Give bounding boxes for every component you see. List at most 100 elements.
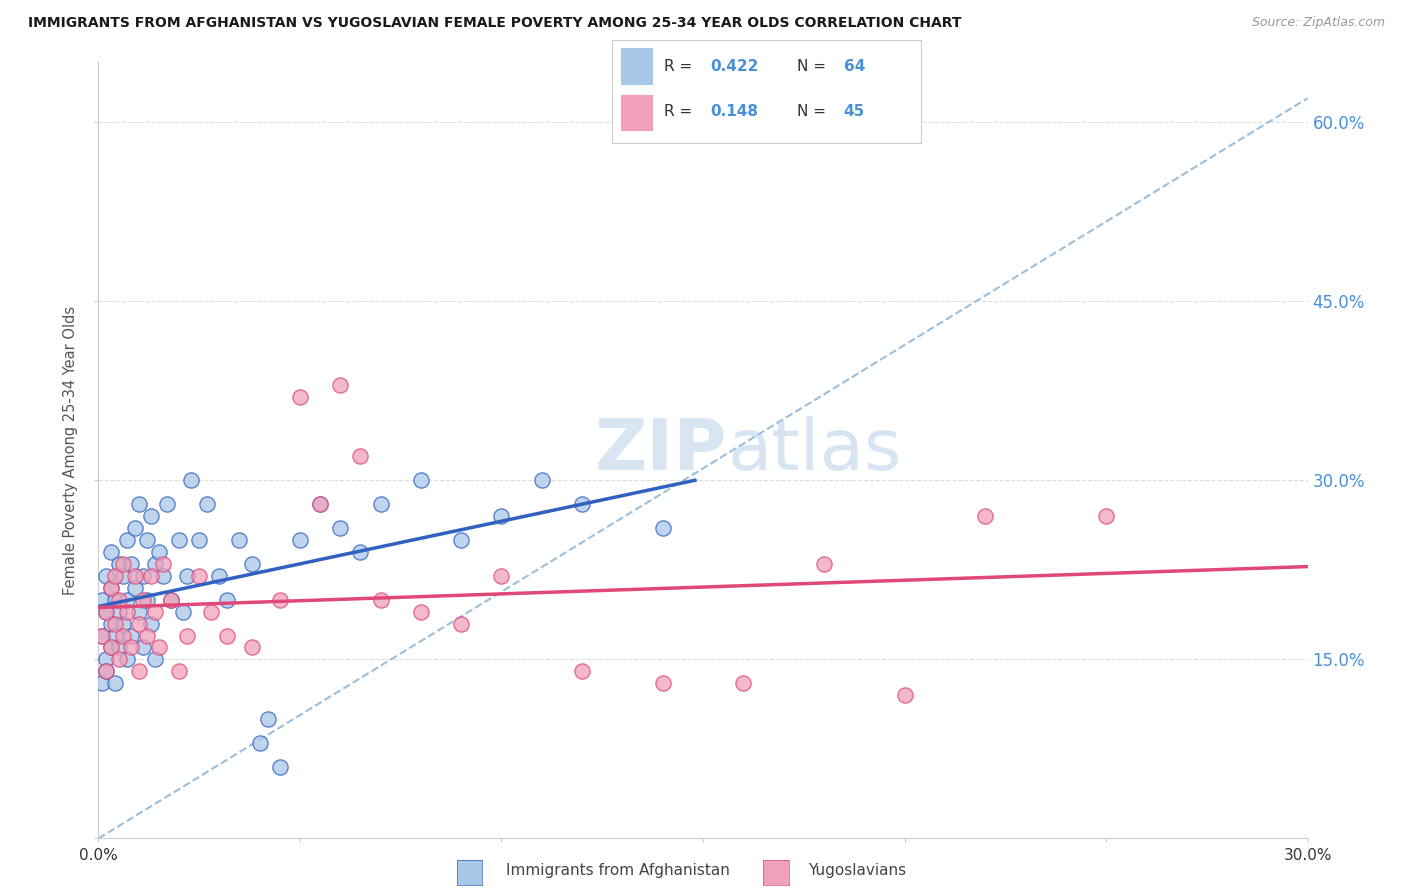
Text: Immigrants from Afghanistan: Immigrants from Afghanistan [506, 863, 730, 878]
Point [309, 497, 332, 511]
Point [96, 665, 118, 679]
Point [120, 557, 142, 571]
Point [100, 640, 122, 655]
Point [370, 592, 392, 607]
Point [107, 640, 129, 655]
Point [228, 533, 250, 547]
Point [167, 665, 190, 679]
Point [111, 557, 134, 571]
Point [491, 569, 513, 583]
Point [180, 473, 202, 487]
Text: IMMIGRANTS FROM AFGHANISTAN VS YUGOSLAVIAN FEMALE POVERTY AMONG 25-34 YEAR OLDS : IMMIGRANTS FROM AFGHANISTAN VS YUGOSLAVI… [28, 16, 962, 30]
Point [148, 640, 170, 655]
Point [128, 605, 150, 619]
Text: 0.148: 0.148 [710, 104, 759, 120]
Point [249, 736, 271, 750]
Point [115, 652, 138, 666]
Point [139, 569, 162, 583]
Point [128, 616, 150, 631]
Text: ZIP: ZIP [595, 416, 727, 485]
Point [132, 569, 155, 583]
Text: R =: R = [664, 104, 692, 120]
Point [143, 652, 166, 666]
Point [103, 616, 125, 631]
Point [128, 497, 150, 511]
Point [240, 557, 263, 571]
Point [188, 533, 211, 547]
Point [107, 605, 129, 619]
Y-axis label: Female Poverty Among 25-34 Year Olds: Female Poverty Among 25-34 Year Olds [63, 306, 79, 595]
Point [100, 581, 122, 595]
Point [100, 545, 122, 559]
Text: atlas: atlas [727, 416, 901, 485]
Point [167, 533, 190, 547]
Text: R =: R = [664, 59, 692, 74]
Point [96, 569, 118, 583]
Text: Source: ZipAtlas.com: Source: ZipAtlas.com [1251, 16, 1385, 29]
Point [143, 557, 166, 571]
Point [120, 640, 142, 655]
Point [91, 628, 114, 642]
Text: Yugoslavians: Yugoslavians [808, 863, 907, 878]
Point [96, 605, 118, 619]
Point [370, 497, 392, 511]
Point [152, 557, 174, 571]
Point [893, 688, 915, 702]
Point [160, 592, 183, 607]
Point [269, 760, 291, 774]
Point [450, 533, 472, 547]
Text: 0.422: 0.422 [710, 59, 759, 74]
Point [103, 569, 125, 583]
Point [651, 521, 673, 535]
Point [156, 497, 179, 511]
Point [91, 628, 114, 642]
Point [100, 581, 122, 595]
Point [135, 533, 157, 547]
Point [107, 592, 129, 607]
Point [103, 628, 125, 642]
Text: 64: 64 [844, 59, 865, 74]
Point [188, 569, 211, 583]
Point [571, 665, 593, 679]
Point [128, 665, 150, 679]
Point [409, 605, 432, 619]
Point [132, 592, 155, 607]
Point [96, 605, 118, 619]
Text: N =: N = [797, 104, 827, 120]
Point [152, 569, 174, 583]
Point [1095, 509, 1118, 524]
Point [256, 712, 278, 726]
Point [409, 473, 432, 487]
Point [115, 592, 138, 607]
Point [288, 533, 311, 547]
Point [148, 545, 170, 559]
Point [160, 592, 183, 607]
Point [651, 676, 673, 690]
Point [124, 569, 146, 583]
Point [124, 521, 146, 535]
Point [813, 557, 835, 571]
Point [309, 497, 332, 511]
Bar [621, 95, 652, 130]
Point [329, 521, 352, 535]
Text: 45: 45 [844, 104, 865, 120]
Point [288, 390, 311, 404]
Point [269, 592, 291, 607]
Point [91, 592, 114, 607]
Point [217, 628, 239, 642]
Point [329, 377, 352, 392]
Point [195, 497, 218, 511]
Bar [621, 48, 652, 84]
Point [111, 569, 134, 583]
Point [96, 652, 118, 666]
Point [100, 616, 122, 631]
Point [200, 605, 222, 619]
Point [120, 628, 142, 642]
Point [530, 473, 553, 487]
Point [217, 592, 239, 607]
Point [124, 581, 146, 595]
Point [135, 592, 157, 607]
Point [733, 676, 755, 690]
Point [143, 605, 166, 619]
Text: N =: N = [797, 59, 827, 74]
